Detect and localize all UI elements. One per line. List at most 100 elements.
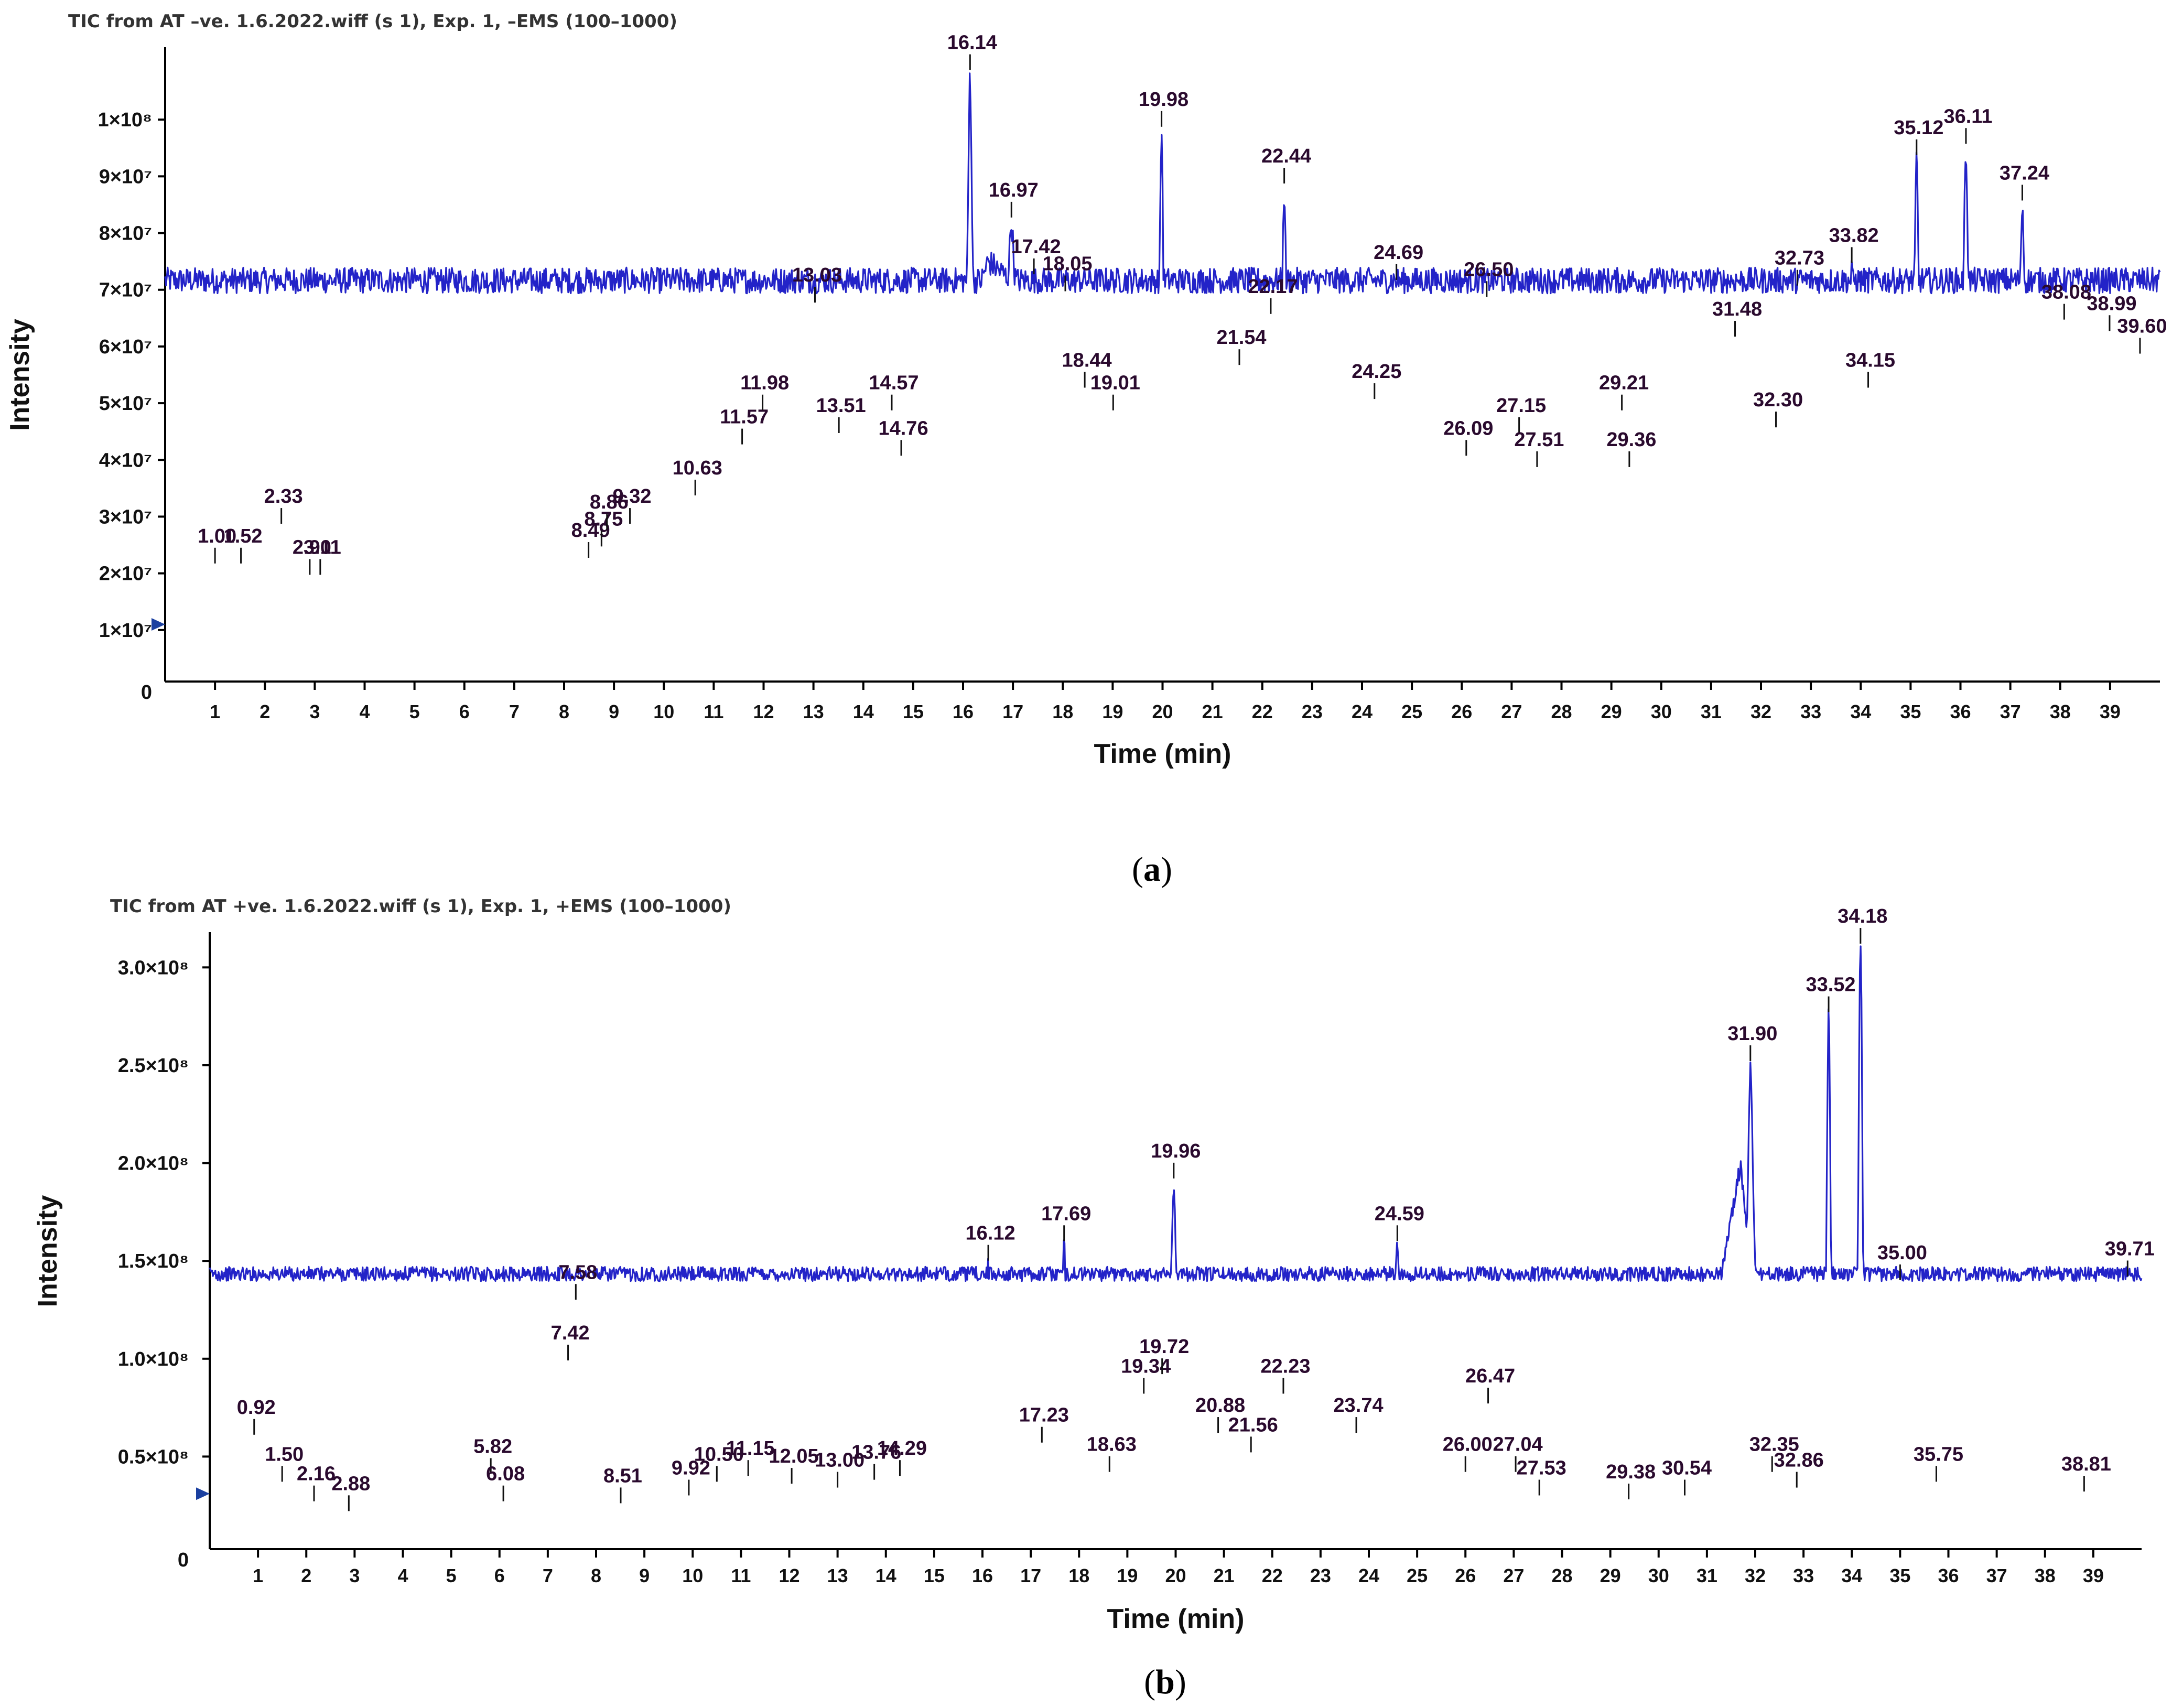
peak-label: 19.34 <box>1121 1355 1171 1377</box>
peak-label: 27.15 <box>1496 395 1546 417</box>
caption-close-paren: ) <box>1175 1663 1186 1701</box>
chart-title: TIC from AT +ve. 1.6.2022.wiff (s 1), Ex… <box>110 896 731 917</box>
x-tick-label: 27 <box>1501 701 1522 722</box>
x-tick-label: 18 <box>1068 1565 1089 1586</box>
peak-label: 33.82 <box>1829 224 1879 246</box>
peak-label: 37.24 <box>2000 162 2049 184</box>
peak-label: 35.00 <box>1877 1242 1927 1264</box>
x-tick-label: 31 <box>1696 1565 1717 1586</box>
peak-label: 8.75 <box>584 508 623 530</box>
peak-label: 38.08 <box>2041 282 2091 304</box>
x-axis-label: Time (min) <box>1107 1604 1245 1634</box>
y-tick-label: 2×10⁷ <box>99 563 152 585</box>
peak-label: 35.12 <box>1894 117 1943 139</box>
peak-label: 22.17 <box>1248 276 1298 298</box>
peak-label: 39.71 <box>2105 1238 2155 1260</box>
y-tick-label: 0 <box>178 1549 189 1571</box>
y-tick-label: 0 <box>141 682 152 704</box>
peak-label: 19.72 <box>1139 1336 1189 1358</box>
x-tick-label: 11 <box>704 701 723 722</box>
baseline-arrow-icon <box>152 618 165 631</box>
peak-label: 3.11 <box>304 536 341 558</box>
x-tick-label: 30 <box>1648 1565 1669 1586</box>
peak-label: 7.58 <box>558 1261 597 1283</box>
peak-label: 29.21 <box>1599 372 1649 394</box>
peak-label: 20.88 <box>1195 1394 1245 1417</box>
x-tick-label: 2 <box>301 1565 311 1586</box>
y-tick-label: 3×10⁷ <box>99 506 152 528</box>
x-tick-label: 6 <box>459 701 470 722</box>
peak-label: 26.09 <box>1443 417 1493 439</box>
peak-label: 38.99 <box>2087 293 2136 315</box>
x-tick-label: 26 <box>1455 1565 1476 1586</box>
peak-label: 23.74 <box>1334 1394 1384 1417</box>
peak-label: 10.50 <box>694 1443 744 1465</box>
peak-label: 11.98 <box>740 372 789 394</box>
caption-panel-letter: b <box>1155 1663 1175 1701</box>
peak-label: 9.92 <box>672 1457 710 1479</box>
chart-title: TIC from AT –ve. 1.6.2022.wiff (s 1), Ex… <box>68 11 677 32</box>
peak-label: 22.23 <box>1260 1355 1310 1377</box>
peak-label: 16.14 <box>947 32 997 54</box>
x-tick-label: 33 <box>1793 1565 1814 1586</box>
x-tick-label: 8 <box>559 701 569 722</box>
x-tick-label: 22 <box>1252 701 1273 722</box>
peak-label: 35.75 <box>1914 1443 1963 1465</box>
x-tick-label: 16 <box>972 1565 993 1586</box>
x-tick-label: 19 <box>1102 701 1123 722</box>
peak-label: 27.53 <box>1517 1457 1566 1479</box>
x-tick-label: 38 <box>2050 701 2071 722</box>
x-tick-label: 24 <box>1352 701 1373 722</box>
peak-label: 18.44 <box>1062 349 1112 371</box>
tic-trace-line <box>209 945 2143 1282</box>
x-tick-label: 15 <box>903 701 924 722</box>
peak-label: 32.35 <box>1749 1434 1799 1456</box>
x-tick-label: 17 <box>1002 701 1023 722</box>
x-tick-label: 25 <box>1401 701 1422 722</box>
x-tick-label: 1 <box>253 1565 263 1586</box>
x-tick-label: 19 <box>1117 1565 1138 1586</box>
y-tick-label: 6×10⁷ <box>99 336 152 358</box>
peak-label: 26.47 <box>1465 1365 1515 1387</box>
x-tick-label: 8 <box>591 1565 601 1586</box>
peak-label: 1.50 <box>265 1443 304 1465</box>
peak-label: 16.97 <box>989 179 1039 201</box>
y-tick-label: 4×10⁷ <box>99 449 152 471</box>
peak-label: 0.92 <box>237 1397 276 1419</box>
peak-label: 2.88 <box>331 1473 370 1495</box>
caption-open-paren: ( <box>1144 1663 1155 1701</box>
peak-label: 8.86 <box>590 491 629 513</box>
caption-open-paren: ( <box>1132 850 1143 889</box>
peak-label: 10.63 <box>673 457 722 479</box>
peak-label: 22.44 <box>1261 145 1311 167</box>
peak-label: 16.12 <box>966 1223 1015 1245</box>
tic-trace-line <box>164 72 2161 295</box>
peak-label: 26.50 <box>1464 258 1514 280</box>
x-tick-label: 39 <box>2083 1565 2104 1586</box>
peak-label: 1.52 <box>224 525 263 547</box>
y-tick-label: 5×10⁷ <box>99 393 152 415</box>
x-tick-label: 3 <box>309 701 320 722</box>
peak-label: 14.29 <box>877 1437 927 1460</box>
peak-label: 17.42 <box>1011 236 1061 258</box>
x-tick-label: 25 <box>1407 1565 1428 1586</box>
peak-label: 2.90 <box>293 536 331 558</box>
peak-label: 29.38 <box>1606 1461 1656 1483</box>
x-tick-label: 32 <box>1750 701 1771 722</box>
subfigure-caption: (a) <box>1132 850 1172 889</box>
y-tick-label: 0.5×10⁸ <box>118 1446 189 1468</box>
y-tick-label: 2.0×10⁸ <box>118 1153 189 1175</box>
x-tick-label: 33 <box>1800 701 1821 722</box>
x-tick-label: 14 <box>853 701 874 722</box>
peak-label: 31.48 <box>1712 298 1762 320</box>
x-tick-label: 11 <box>731 1565 751 1586</box>
peak-label: 18.63 <box>1087 1434 1137 1456</box>
peak-label: 2.16 <box>297 1463 336 1485</box>
y-tick-label: 3.0×10⁸ <box>118 957 189 979</box>
peak-label: 33.52 <box>1806 974 1855 996</box>
x-tick-label: 23 <box>1310 1565 1331 1586</box>
peak-label: 19.98 <box>1139 89 1188 111</box>
peak-label: 39.60 <box>2117 316 2167 338</box>
x-tick-label: 28 <box>1551 701 1572 722</box>
peak-label: 17.69 <box>1041 1203 1091 1225</box>
